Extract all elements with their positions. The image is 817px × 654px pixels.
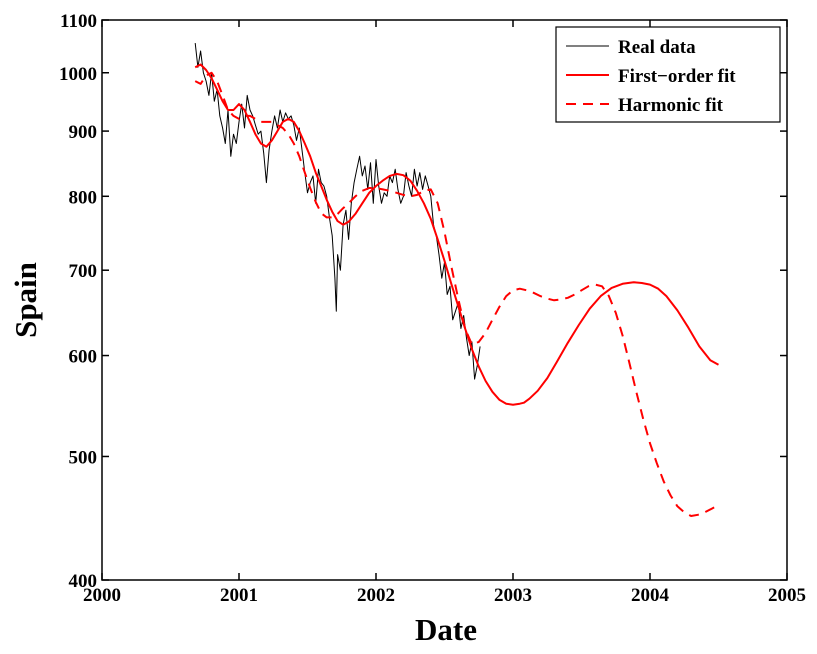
x-tick-label: 2001 (220, 585, 258, 606)
plot-area (194, 43, 719, 517)
x-tick-label: 2004 (631, 585, 670, 606)
x-tick-label: 2002 (357, 585, 395, 606)
series-line-harmonic-fit (194, 71, 719, 517)
x-axis-title: Date (415, 612, 477, 647)
y-axis-title: Spain (8, 262, 43, 338)
legend-label: First−order fit (618, 66, 736, 87)
y-tick-label: 600 (69, 347, 98, 368)
y-tick-label: 700 (69, 261, 98, 282)
y-tick-label: 500 (69, 447, 98, 468)
y-tick-label: 900 (69, 122, 98, 143)
y-tick-label: 1100 (60, 11, 97, 32)
legend-label: Harmonic fit (618, 95, 724, 116)
axes-frame (101, 19, 788, 581)
x-tick-label: 2005 (768, 585, 806, 606)
legend-label: Real data (618, 37, 696, 58)
series-line-real-data (194, 43, 481, 380)
x-tick-label: 2000 (83, 585, 121, 606)
y-tick-label: 800 (69, 187, 98, 208)
y-tick-label: 1000 (59, 64, 97, 85)
series-line-first-order-fit (194, 63, 719, 406)
axes: 2000 2001 2002 2003 2004 2005 400 500 600 700 800 9… (59, 11, 806, 606)
y-tick-label: 400 (69, 571, 98, 592)
x-tick-label: 2003 (494, 585, 532, 606)
legend: Real data First−order fit Harmonic fit (555, 26, 781, 123)
